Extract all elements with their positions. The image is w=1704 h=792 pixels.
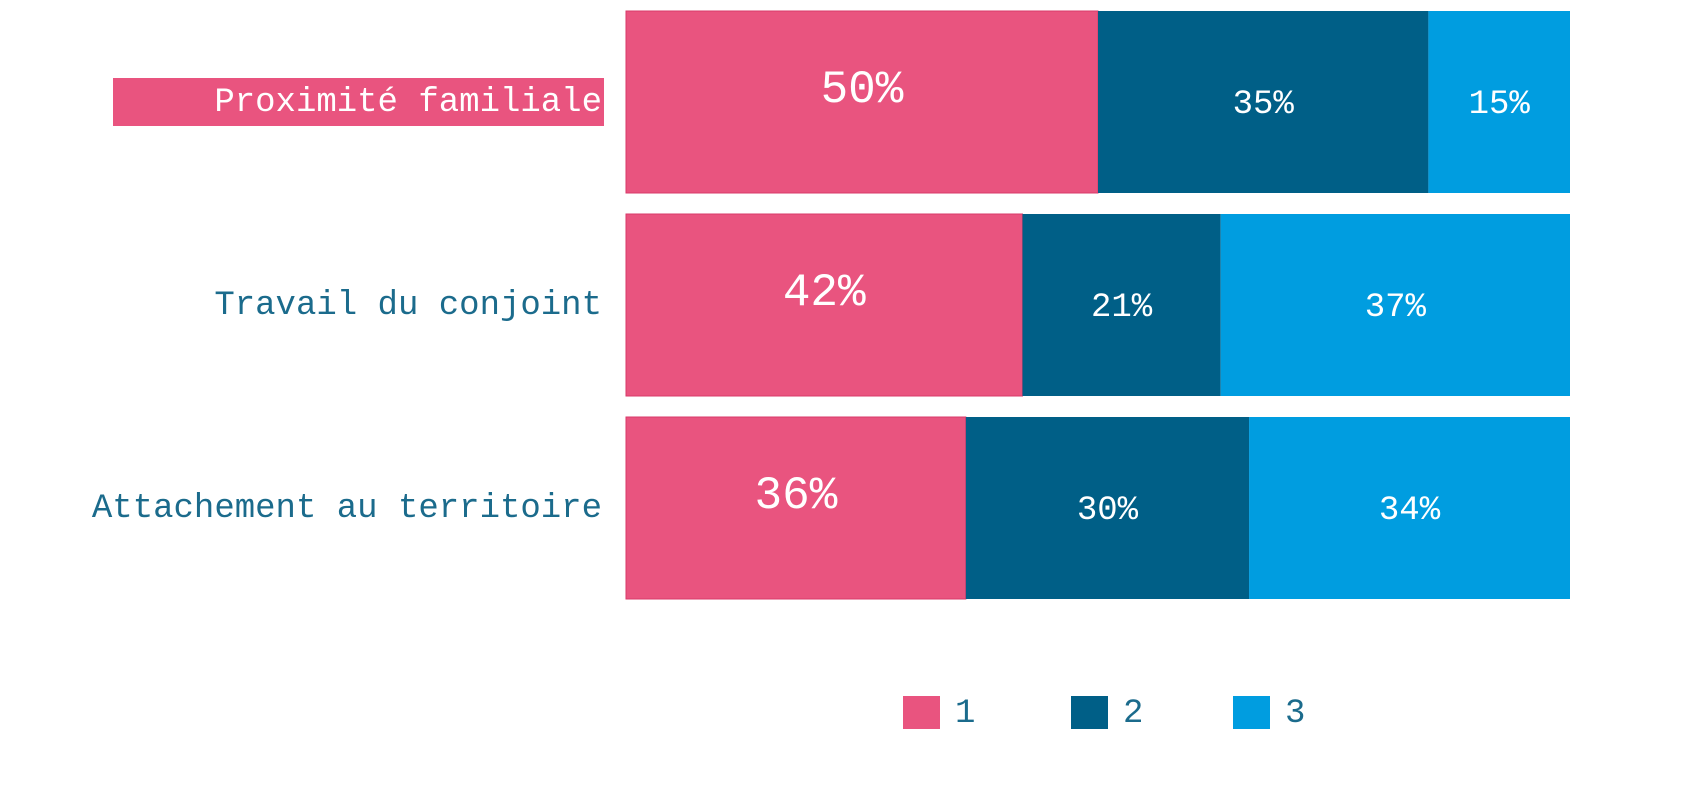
value-label: 36% (755, 470, 838, 522)
legend-label: 2 (1123, 695, 1143, 733)
label-highlight (113, 78, 604, 126)
value-label: 37% (1365, 289, 1427, 327)
bar-segment (1249, 417, 1570, 599)
value-label: 21% (1091, 289, 1153, 327)
value-label: 30% (1077, 492, 1139, 530)
bar-segment (625, 10, 1099, 194)
bar-segment (625, 213, 1023, 397)
bar-segment (1428, 11, 1570, 193)
value-label: 15% (1469, 86, 1531, 124)
legend-swatch (1233, 696, 1270, 729)
value-label: 35% (1233, 86, 1295, 124)
legend-swatch (903, 696, 940, 729)
bar-segment (1220, 214, 1570, 396)
bar-segment (1022, 214, 1221, 396)
category-label: Attachement au territoire (92, 490, 602, 528)
value-label: 34% (1379, 492, 1441, 530)
bar-segment (1098, 11, 1429, 193)
bar-segment (625, 416, 967, 600)
value-label: 50% (821, 64, 904, 116)
category-label: Travail du conjoint (214, 287, 602, 325)
legend-label: 1 (955, 695, 975, 733)
bar-segment (965, 417, 1250, 599)
legend-label: 3 (1285, 695, 1305, 733)
value-label: 42% (783, 267, 866, 319)
category-label: Proximité familiale (214, 84, 602, 122)
legend-swatch (1071, 696, 1108, 729)
